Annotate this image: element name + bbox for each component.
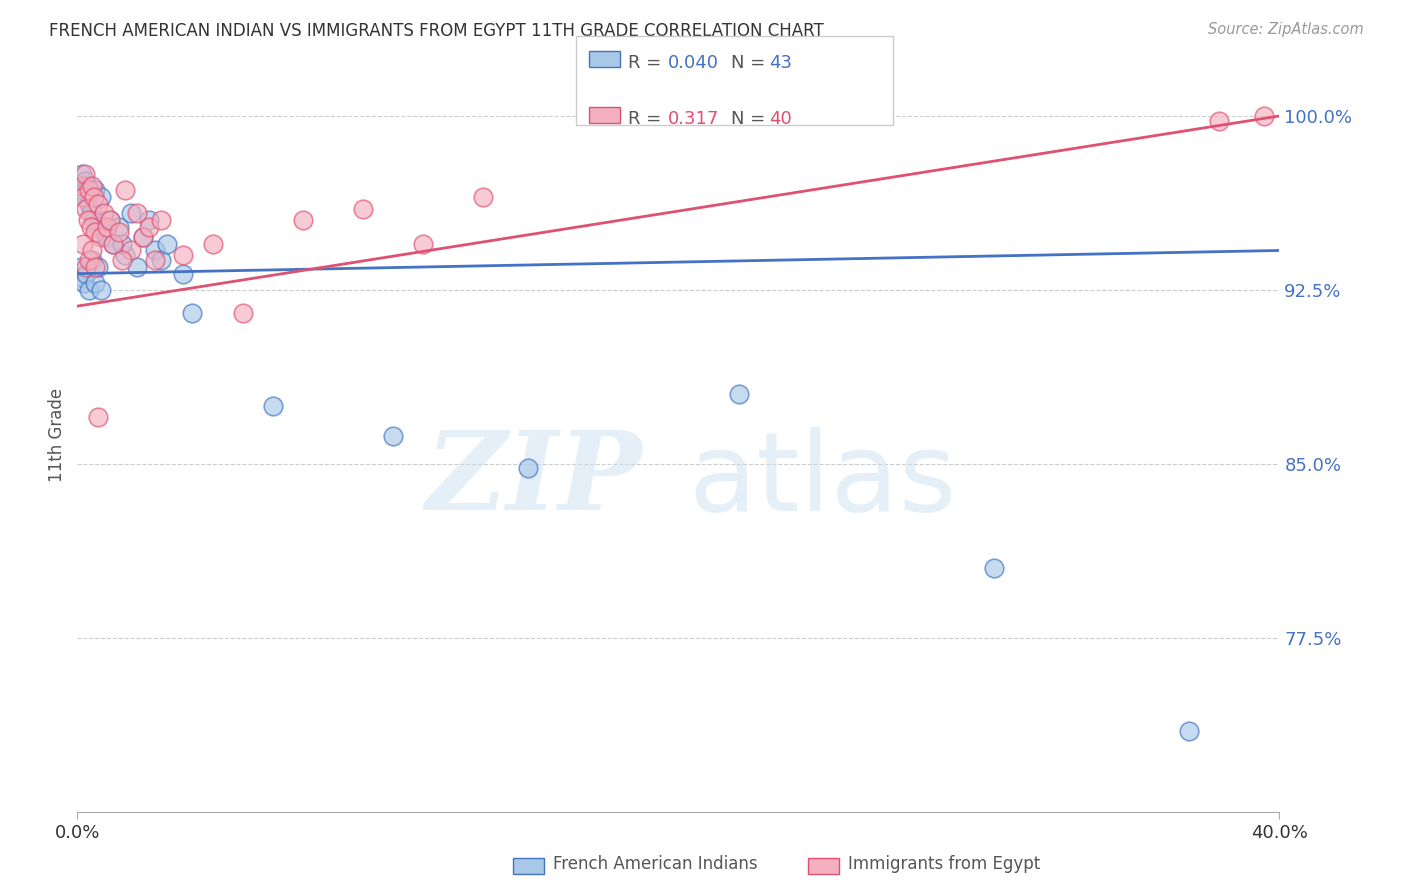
Point — [180, 306, 202, 320]
Text: Immigrants from Egypt: Immigrants from Egypt — [848, 855, 1040, 873]
Point — [80, 206, 103, 220]
Text: FRENCH AMERICAN INDIAN VS IMMIGRANTS FROM EGYPT 11TH GRADE CORRELATION CHART: FRENCH AMERICAN INDIAN VS IMMIGRANTS FRO… — [49, 22, 824, 40]
Point — [87, 410, 110, 425]
Point — [291, 213, 314, 227]
Point — [1253, 109, 1275, 123]
Point — [82, 178, 104, 193]
Point — [83, 276, 105, 290]
Point — [70, 178, 93, 193]
Point — [75, 267, 97, 281]
Point — [150, 252, 173, 267]
Text: 0.317: 0.317 — [668, 110, 720, 128]
Point — [114, 183, 136, 197]
Point — [90, 229, 112, 244]
Point — [75, 260, 97, 274]
Point — [1178, 723, 1201, 738]
Point — [73, 167, 96, 181]
Point — [77, 252, 100, 267]
Point — [172, 267, 194, 281]
Point — [84, 183, 107, 197]
Point — [90, 283, 112, 297]
Text: 40: 40 — [769, 110, 792, 128]
Point — [75, 202, 97, 216]
Text: 43: 43 — [769, 54, 792, 71]
Text: 0.040: 0.040 — [668, 54, 718, 71]
Point — [75, 190, 97, 204]
Point — [472, 190, 495, 204]
Point — [76, 178, 98, 193]
Text: French American Indians: French American Indians — [553, 855, 758, 873]
Point — [79, 183, 101, 197]
Point — [111, 252, 134, 267]
Point — [83, 190, 105, 204]
Point — [80, 252, 103, 267]
Point — [70, 167, 93, 181]
Point — [114, 248, 136, 262]
Text: Source: ZipAtlas.com: Source: ZipAtlas.com — [1208, 22, 1364, 37]
Point — [232, 306, 254, 320]
Point — [145, 244, 167, 258]
Point — [82, 202, 104, 216]
Point — [262, 399, 284, 413]
Text: R =: R = — [628, 54, 668, 71]
Point — [132, 229, 155, 244]
Text: R =: R = — [628, 110, 673, 128]
Text: atlas: atlas — [689, 426, 957, 533]
Text: N =: N = — [731, 110, 770, 128]
Point — [79, 197, 101, 211]
Point — [76, 213, 98, 227]
Point — [381, 429, 404, 443]
Point — [103, 236, 125, 251]
Point — [132, 229, 155, 244]
Point — [73, 276, 96, 290]
Text: N =: N = — [731, 54, 770, 71]
Point — [93, 206, 115, 220]
Point — [108, 220, 131, 235]
Point — [80, 244, 103, 258]
Point — [87, 220, 110, 235]
Point — [352, 202, 374, 216]
Point — [96, 229, 118, 244]
Point — [70, 260, 93, 274]
Point — [90, 190, 112, 204]
Point — [156, 236, 179, 251]
Point — [84, 225, 107, 239]
Point — [138, 213, 160, 227]
Point — [96, 220, 118, 235]
Point — [83, 213, 105, 227]
Point — [172, 248, 194, 262]
Point — [72, 236, 94, 251]
Point — [127, 260, 149, 274]
Point — [80, 220, 103, 235]
Point — [72, 271, 94, 285]
Point — [73, 174, 96, 188]
Point — [983, 561, 1005, 575]
Point — [412, 236, 434, 251]
Point — [77, 283, 100, 297]
Point — [100, 213, 122, 227]
Point — [72, 190, 94, 204]
Point — [100, 213, 122, 227]
Point — [727, 387, 749, 401]
Point — [93, 225, 115, 239]
Point — [103, 236, 125, 251]
Point — [138, 220, 160, 235]
Point — [150, 213, 173, 227]
Point — [120, 244, 142, 258]
Point — [1208, 113, 1230, 128]
Point — [87, 260, 110, 274]
Point — [108, 225, 131, 239]
Text: ZIP: ZIP — [426, 426, 643, 533]
Point — [145, 252, 167, 267]
Point — [517, 461, 540, 475]
Point — [120, 206, 142, 220]
Point — [72, 183, 94, 197]
Point — [201, 236, 224, 251]
Point — [111, 236, 134, 251]
Point — [87, 197, 110, 211]
Point — [83, 260, 105, 274]
Point — [127, 206, 149, 220]
Y-axis label: 11th Grade: 11th Grade — [48, 388, 66, 482]
